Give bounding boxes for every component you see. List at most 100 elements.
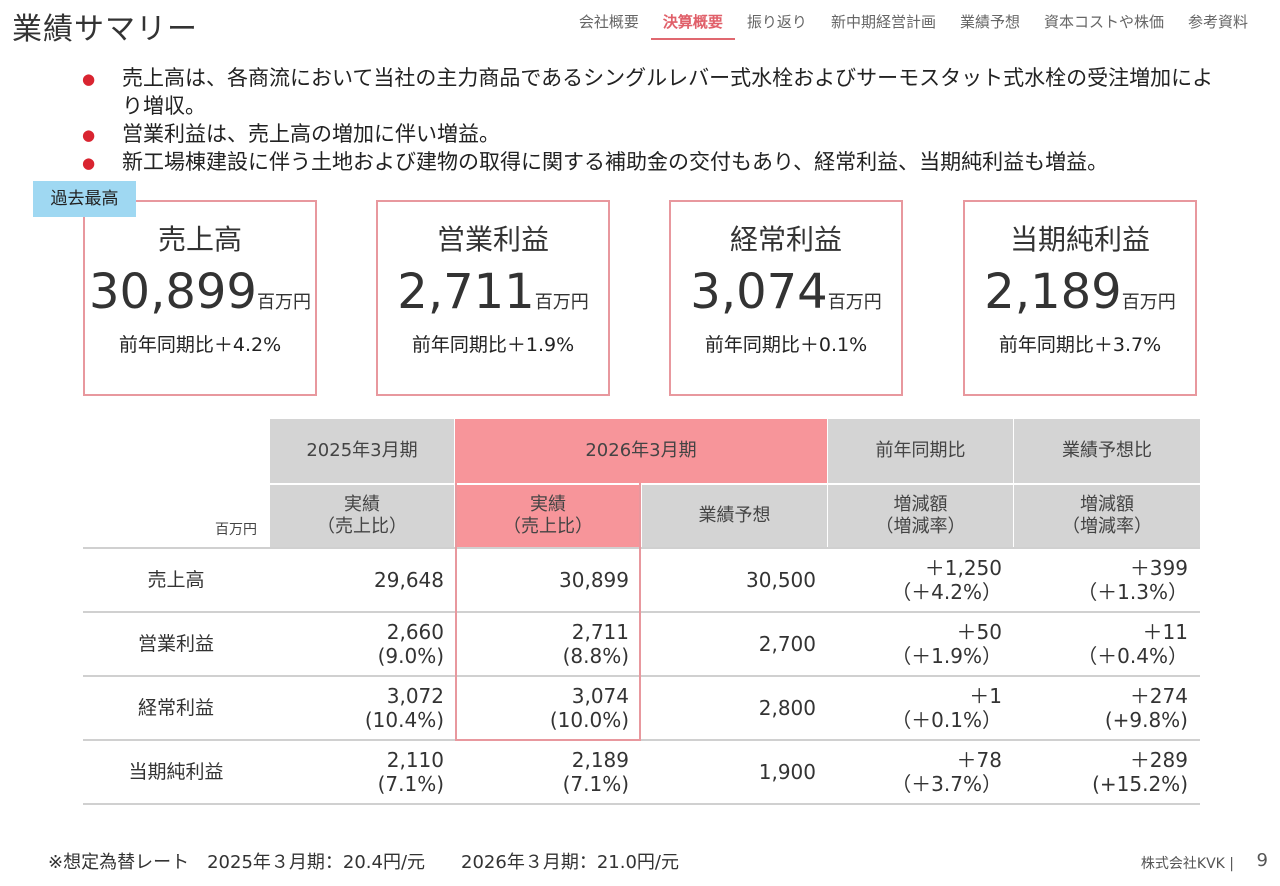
row-label: 営業利益 bbox=[137, 633, 214, 655]
subheader-yoy-change: 増減額 （増減率） bbox=[828, 485, 1013, 547]
kpi-card-value: 2,189 bbox=[984, 264, 1122, 320]
cell-fy2026: 2,189 (7.1%) bbox=[455, 741, 629, 803]
cell-fy2026: 2,711 (8.8%) bbox=[455, 613, 629, 675]
cell-value: 2,189 bbox=[571, 748, 629, 772]
nav-tab-reference[interactable]: 参考資料 bbox=[1187, 13, 1248, 31]
cell-ratio: (8.8%) bbox=[562, 644, 629, 668]
cell-value: ＋50 bbox=[956, 620, 1002, 644]
header-fy2026: 2026年3月期 bbox=[455, 419, 827, 483]
subheader-line: 増減額 bbox=[893, 494, 948, 515]
cell-fy2025: 2,660 (9.0%) bbox=[270, 613, 444, 675]
record-high-badge: 過去最高 bbox=[33, 181, 136, 217]
cell-rate: （＋0.4%） bbox=[1077, 644, 1188, 668]
cell-vs-forecast: ＋399 （＋1.3%） bbox=[1014, 549, 1188, 611]
cell-fy2026: 3,074 (10.0%) bbox=[455, 677, 629, 739]
subheader-forecast: 業績予想 bbox=[642, 485, 827, 547]
cell-fy2026: 30,899 bbox=[455, 549, 629, 611]
cell-value: ＋274 bbox=[1129, 684, 1188, 708]
cell-rate: （＋0.1%） bbox=[891, 708, 1002, 732]
cell-value: 30,500 bbox=[746, 568, 816, 592]
cell-vs-forecast: ＋289 (+15.2%) bbox=[1014, 741, 1188, 803]
kpi-card-yoy: 前年同期比＋0.1% bbox=[704, 334, 868, 356]
subheader-actual-2026: 実績 （売上比） bbox=[455, 485, 641, 547]
nav-tab-forecast[interactable]: 業績予想 bbox=[959, 13, 1020, 31]
section-nav: 会社概要 決算概要 振り返り 新中期経営計画 業績予想 資本コストや株価 参考資… bbox=[567, 11, 1260, 40]
cell-forecast: 2,700 bbox=[642, 613, 816, 675]
cell-value: ＋289 bbox=[1129, 748, 1188, 772]
nav-tab-cost-of-capital[interactable]: 資本コストや株価 bbox=[1043, 13, 1164, 31]
cell-value: ＋1,250 bbox=[924, 556, 1002, 580]
cell-yoy: ＋1 （＋0.1%） bbox=[828, 677, 1002, 739]
header-fy2025: 2025年3月期 bbox=[270, 419, 454, 483]
nav-tab-financial-summary[interactable]: 決算概要 bbox=[650, 11, 735, 40]
bullet-item: 新工場棟建設に伴う土地および建物の取得に関する補助金の交付もあり、経常利益、当期… bbox=[82, 148, 1222, 177]
cell-forecast: 30,500 bbox=[642, 549, 816, 611]
subheader-actual-2025: 実績 （売上比） bbox=[270, 485, 454, 547]
kpi-card-operating-profit: 営業利益 2,711百万円 前年同期比＋1.9% bbox=[376, 200, 610, 396]
subheader-line: 実績 bbox=[530, 494, 566, 515]
cell-rate: （＋3.7%） bbox=[891, 772, 1002, 796]
nav-tab-mid-term-plan[interactable]: 新中期経営計画 bbox=[830, 13, 936, 31]
nav-tab-company-overview[interactable]: 会社概要 bbox=[578, 13, 639, 31]
kpi-card-value: 2,711 bbox=[397, 264, 535, 320]
cell-rate: (+9.8%) bbox=[1104, 708, 1188, 732]
cell-value: 2,660 bbox=[386, 620, 444, 644]
kpi-card-value: 3,074 bbox=[690, 264, 828, 320]
cell-rate: （＋1.9%） bbox=[891, 644, 1002, 668]
kpi-card-label: 営業利益 bbox=[436, 223, 549, 256]
cell-rate: （＋1.3%） bbox=[1077, 580, 1188, 604]
row-label: 当期純利益 bbox=[128, 761, 224, 783]
cell-ratio: (9.0%) bbox=[377, 644, 444, 668]
kpi-card-net-income: 当期純利益 2,189百万円 前年同期比＋3.7% bbox=[963, 200, 1197, 396]
cell-value: 3,074 bbox=[571, 684, 629, 708]
cell-value: ＋399 bbox=[1129, 556, 1188, 580]
kpi-card-yoy: 前年同期比＋3.7% bbox=[998, 334, 1162, 356]
cell-fy2025: 29,648 bbox=[270, 549, 444, 611]
cell-value: ＋78 bbox=[956, 748, 1002, 772]
nav-tab-review[interactable]: 振り返り bbox=[746, 13, 807, 31]
row-label: 売上高 bbox=[147, 569, 205, 591]
table-unit-label: 百万円 bbox=[215, 522, 257, 538]
kpi-card-unit: 百万円 bbox=[1121, 292, 1176, 313]
table-row: 売上高 29,648 30,899 30,500 ＋1,250 （＋4.2%） ＋… bbox=[83, 549, 1200, 613]
cell-value: 2,700 bbox=[758, 632, 816, 656]
subheader-line: （増減率） bbox=[1062, 516, 1152, 537]
subheader-line: （増減率） bbox=[875, 516, 966, 537]
kpi-card-yoy: 前年同期比＋1.9% bbox=[411, 334, 575, 356]
summary-bullets: 売上高は、各商流において当社の主力商品であるシングルレバー式水栓およびサーモスタ… bbox=[82, 64, 1222, 177]
company-name: 株式会社KVK | bbox=[1140, 856, 1234, 872]
subheader-line: 増減額 bbox=[1080, 494, 1134, 515]
kpi-card-label: 売上高 bbox=[157, 223, 242, 256]
cell-yoy: ＋78 （＋3.7%） bbox=[828, 741, 1002, 803]
cell-fy2025: 3,072 (10.4%) bbox=[270, 677, 444, 739]
cell-value: 30,899 bbox=[559, 568, 629, 592]
cell-value: ＋11 bbox=[1142, 620, 1188, 644]
cell-ratio: (7.1%) bbox=[377, 772, 444, 796]
cell-value: 29,648 bbox=[374, 568, 444, 592]
kpi-card-ordinary-profit: 経常利益 3,074百万円 前年同期比＋0.1% bbox=[669, 200, 903, 396]
cell-yoy: ＋1,250 （＋4.2%） bbox=[828, 549, 1002, 611]
bullet-item: 売上高は、各商流において当社の主力商品であるシングルレバー式水栓およびサーモスタ… bbox=[82, 64, 1222, 120]
kpi-card-value: 30,899 bbox=[89, 264, 257, 320]
table-row: 営業利益 2,660 (9.0%) 2,711 (8.8%) 2,700 ＋50 （＋… bbox=[83, 613, 1200, 677]
page-title: 業績サマリー bbox=[12, 12, 198, 47]
table-row: 経常利益 3,072 (10.4%) 3,074 (10.0%) 2,800 ＋1 （… bbox=[83, 677, 1200, 741]
kpi-card-net-sales: 売上高 30,899百万円 前年同期比＋4.2% bbox=[83, 200, 317, 396]
cell-value: 2,110 bbox=[386, 748, 444, 772]
cell-yoy: ＋50 （＋1.9%） bbox=[828, 613, 1002, 675]
header-divider bbox=[83, 547, 1200, 549]
cell-ratio: (10.0%) bbox=[549, 708, 629, 732]
page-number: 9 bbox=[1256, 850, 1268, 871]
kpi-card-unit: 百万円 bbox=[827, 292, 882, 313]
cell-vs-forecast: ＋11 （＋0.4%） bbox=[1014, 613, 1188, 675]
header-vs-forecast: 業績予想比 bbox=[1014, 419, 1200, 483]
kpi-card-unit: 百万円 bbox=[256, 292, 311, 313]
table-row: 当期純利益 2,110 (7.1%) 2,189 (7.1%) 1,900 ＋78 （… bbox=[83, 741, 1200, 805]
cell-forecast: 2,800 bbox=[642, 677, 816, 739]
kpi-card-unit: 百万円 bbox=[534, 292, 589, 313]
cell-rate: （＋4.2%） bbox=[891, 580, 1002, 604]
exchange-rate-footnote: ※想定為替レート 2025年３月期：20.4円/元 2026年３月期：21.0円… bbox=[48, 852, 679, 873]
kpi-card-label: 経常利益 bbox=[729, 223, 842, 256]
row-label: 経常利益 bbox=[137, 697, 214, 719]
subheader-forecast-change: 増減額 （増減率） bbox=[1014, 485, 1200, 547]
